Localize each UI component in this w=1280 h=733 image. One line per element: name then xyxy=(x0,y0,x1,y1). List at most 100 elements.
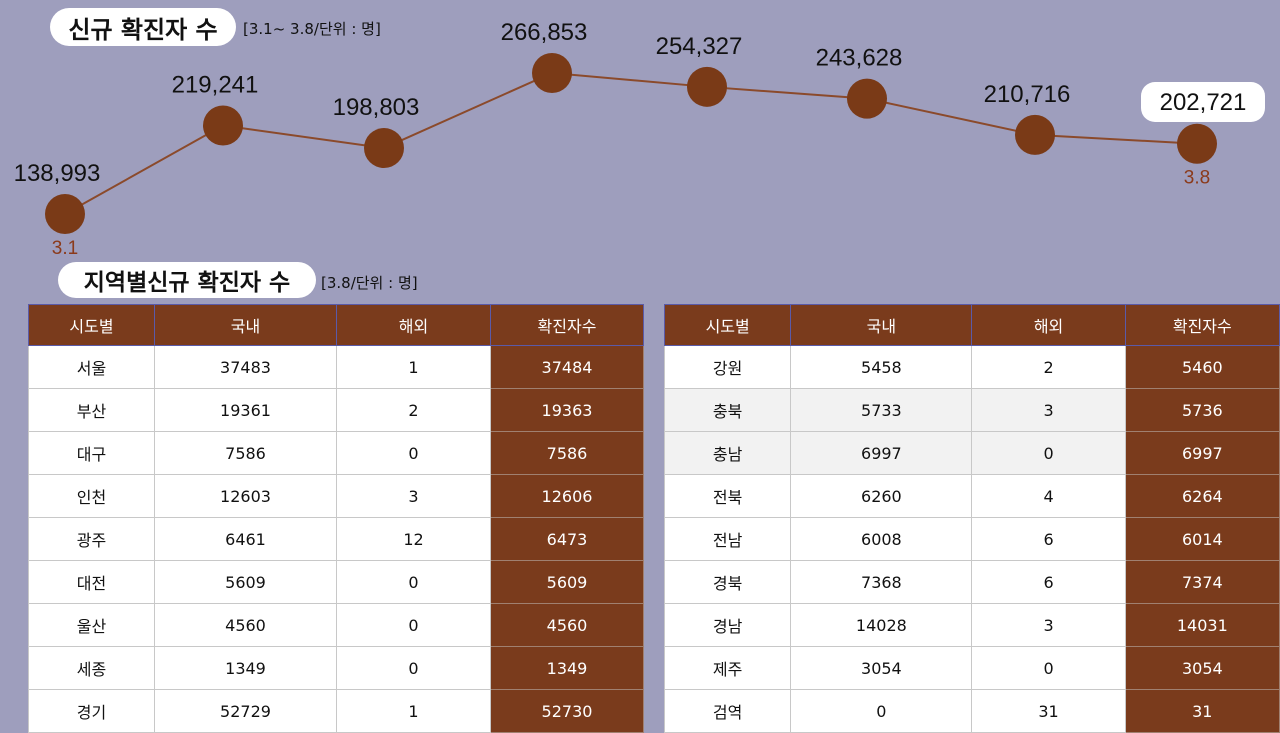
cell-overseas: 0 xyxy=(336,646,491,690)
cell-overseas: 1 xyxy=(336,345,491,389)
cell-domestic: 4560 xyxy=(154,603,337,647)
cell-domestic: 37483 xyxy=(154,345,337,389)
table-row: 인천 12603 3 12606 xyxy=(28,474,644,518)
cell-region: 세종 xyxy=(28,646,155,690)
cell-total: 6473 xyxy=(490,517,644,561)
data-point xyxy=(847,78,887,119)
cell-region: 부산 xyxy=(28,388,155,432)
header-region: 시도별 xyxy=(663,304,792,346)
region-table-right: 시도별 국내 해외 확진자수 강원 5458 2 5460 충북 5733 3 5736 충남 6… xyxy=(663,304,1280,733)
table-row: 충남 6997 0 6997 xyxy=(663,431,1280,475)
header-overseas: 해외 xyxy=(971,304,1126,346)
series-line xyxy=(64,71,1198,215)
cell-region: 강원 xyxy=(663,345,792,389)
cell-region: 경북 xyxy=(663,560,792,604)
cell-domestic: 6260 xyxy=(790,474,973,518)
cell-domestic: 12603 xyxy=(154,474,337,518)
cell-total: 52730 xyxy=(490,689,644,733)
cell-region: 울산 xyxy=(28,603,155,647)
cell-total: 5736 xyxy=(1124,388,1280,432)
x-tick-label: 3.8 xyxy=(1184,168,1210,189)
highlight-label-background xyxy=(1141,82,1265,122)
data-label: 243,628 xyxy=(816,45,903,72)
cell-domestic: 0 xyxy=(790,689,973,733)
table-row: 부산 19361 2 19363 xyxy=(28,388,644,432)
table-row: 제주 3054 0 3054 xyxy=(663,646,1280,690)
cell-overseas: 0 xyxy=(971,646,1126,690)
cell-total: 6014 xyxy=(1124,517,1280,561)
header-region: 시도별 xyxy=(28,304,155,346)
data-point xyxy=(1015,114,1055,155)
cell-region: 대전 xyxy=(28,560,155,604)
cell-region: 경남 xyxy=(663,603,792,647)
region-table-left: 시도별 국내 해외 확진자수 서울 37483 1 37484 부산 19361 2 1936… xyxy=(28,304,644,733)
cell-overseas: 2 xyxy=(971,345,1126,389)
cell-region: 충남 xyxy=(663,431,792,475)
table-row: 경기 52729 1 52730 xyxy=(28,689,644,733)
cell-region: 전북 xyxy=(663,474,792,518)
section-title: 지역별신규 확진자 수 xyxy=(58,262,316,298)
x-tick-label: 3.1 xyxy=(52,238,78,259)
cell-region: 전남 xyxy=(663,517,792,561)
cell-region: 충북 xyxy=(663,388,792,432)
cell-domestic: 14028 xyxy=(790,603,973,647)
cell-overseas: 6 xyxy=(971,560,1126,604)
cell-total: 12606 xyxy=(490,474,644,518)
cell-total: 19363 xyxy=(490,388,644,432)
data-label: 266,853 xyxy=(501,19,588,46)
cell-total: 6264 xyxy=(1124,474,1280,518)
cell-domestic: 5733 xyxy=(790,388,973,432)
data-label: 210,716 xyxy=(984,81,1071,108)
data-point xyxy=(203,105,243,146)
cell-total: 7586 xyxy=(490,431,644,475)
cell-region: 서울 xyxy=(28,345,155,389)
cell-total: 7374 xyxy=(1124,560,1280,604)
cell-overseas: 4 xyxy=(971,474,1126,518)
cell-domestic: 7368 xyxy=(790,560,973,604)
data-label: 202,721 xyxy=(1160,89,1247,116)
cell-overseas: 0 xyxy=(971,431,1126,475)
cell-overseas: 3 xyxy=(971,388,1126,432)
table-header-row: 시도별 국내 해외 확진자수 xyxy=(28,304,644,346)
table-row: 경북 7368 6 7374 xyxy=(663,560,1280,604)
cell-total: 31 xyxy=(1124,689,1280,733)
cell-domestic: 5609 xyxy=(154,560,337,604)
cell-total: 6997 xyxy=(1124,431,1280,475)
cell-overseas: 6 xyxy=(971,517,1126,561)
cell-total: 5609 xyxy=(490,560,644,604)
cell-domestic: 7586 xyxy=(154,431,337,475)
cell-total: 37484 xyxy=(490,345,644,389)
cell-region: 광주 xyxy=(28,517,155,561)
table-row: 전남 6008 6 6014 xyxy=(663,517,1280,561)
table-row: 광주 6461 12 6473 xyxy=(28,517,644,561)
header-total: 확진자수 xyxy=(1124,304,1280,346)
cell-overseas: 12 xyxy=(336,517,491,561)
cell-domestic: 5458 xyxy=(790,345,973,389)
cell-overseas: 0 xyxy=(336,431,491,475)
cell-overseas: 3 xyxy=(336,474,491,518)
table-row: 전북 6260 4 6264 xyxy=(663,474,1280,518)
line-chart: 138,993 3.1 219,241 198,803 266,853 254,327 24… xyxy=(14,19,1265,259)
data-label: 219,241 xyxy=(172,72,259,99)
cell-total: 1349 xyxy=(490,646,644,690)
table-row: 검역 0 31 31 xyxy=(663,689,1280,733)
cell-overseas: 31 xyxy=(971,689,1126,733)
cell-overseas: 3 xyxy=(971,603,1126,647)
cell-overseas: 2 xyxy=(336,388,491,432)
cell-domestic: 6997 xyxy=(790,431,973,475)
cell-domestic: 19361 xyxy=(154,388,337,432)
data-label: 254,327 xyxy=(656,33,743,60)
cell-domestic: 6461 xyxy=(154,517,337,561)
header-domestic: 국내 xyxy=(154,304,337,346)
cell-region: 검역 xyxy=(663,689,792,733)
table-row: 울산 4560 0 4560 xyxy=(28,603,644,647)
data-label: 198,803 xyxy=(333,94,420,121)
table-row: 대전 5609 0 5609 xyxy=(28,560,644,604)
cell-domestic: 6008 xyxy=(790,517,973,561)
cell-total: 3054 xyxy=(1124,646,1280,690)
table-header-row: 시도별 국내 해외 확진자수 xyxy=(663,304,1280,346)
cell-total: 5460 xyxy=(1124,345,1280,389)
cell-overseas: 1 xyxy=(336,689,491,733)
data-point xyxy=(364,128,404,169)
header-domestic: 국내 xyxy=(790,304,973,346)
